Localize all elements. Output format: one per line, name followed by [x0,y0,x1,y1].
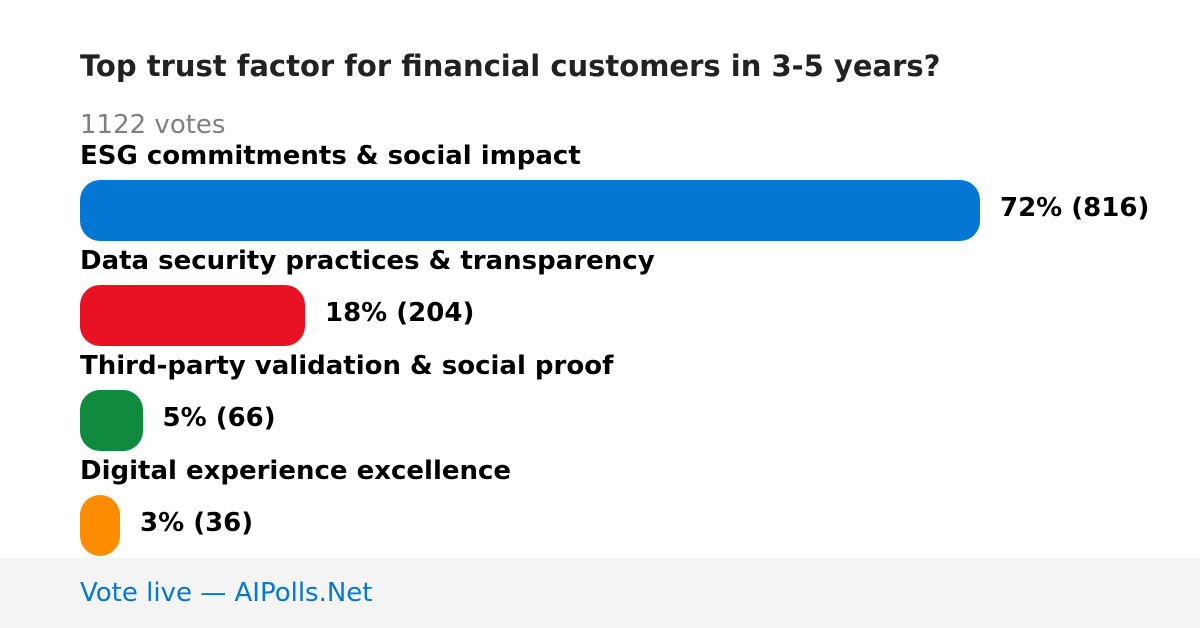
option-bar [80,495,120,556]
option-value-label: 72% (816) [1000,193,1150,223]
option-bar [80,180,980,241]
option-label: Third-party validation & social proof [80,351,614,381]
option-value-label: 18% (204) [325,298,475,328]
option-bar [80,285,305,346]
vote-count: 1122 votes [80,110,226,140]
poll-title: Top trust factor for financial customers… [80,49,941,83]
option-label: ESG commitments & social impact [80,141,581,171]
option-bar [80,390,143,451]
option-label: Digital experience excellence [80,456,512,486]
option-value-label: 5% (66) [162,403,276,433]
option-value-label: 3% (36) [140,508,254,538]
footer: Vote live — AIPolls.Net [0,558,1200,628]
vote-live-link[interactable]: Vote live — AIPolls.Net [80,578,373,608]
option-label: Data security practices & transparency [80,246,655,276]
